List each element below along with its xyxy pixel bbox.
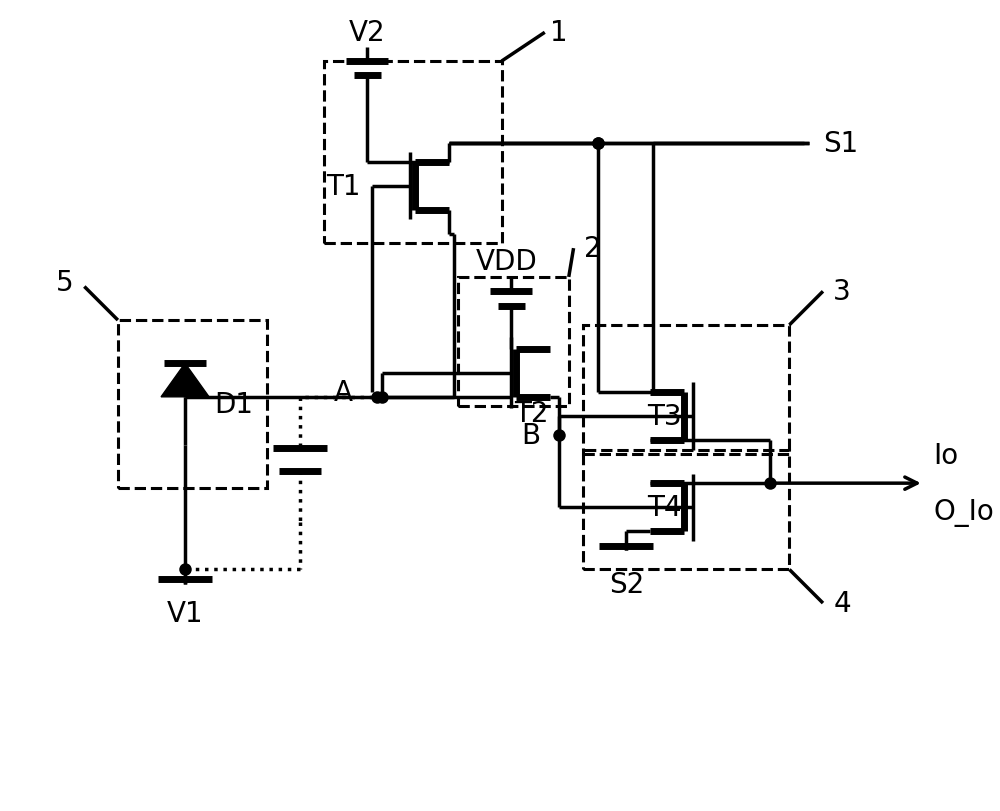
Text: T1: T1 <box>326 173 361 200</box>
Text: T3: T3 <box>647 402 682 431</box>
Text: D1: D1 <box>214 391 253 418</box>
Text: VDD: VDD <box>476 247 537 275</box>
Bar <box>458 277 569 407</box>
Bar <box>583 450 789 570</box>
Text: 1: 1 <box>550 19 568 47</box>
Text: S1: S1 <box>823 130 858 157</box>
Polygon shape <box>161 364 209 397</box>
Bar <box>324 62 502 244</box>
Text: 3: 3 <box>833 278 851 306</box>
Text: S2: S2 <box>609 570 644 599</box>
Text: V2: V2 <box>349 19 386 47</box>
Text: T2: T2 <box>514 400 549 427</box>
Text: 5: 5 <box>56 268 74 296</box>
Text: T4: T4 <box>647 494 682 521</box>
Text: 2: 2 <box>584 235 602 263</box>
Text: Io: Io <box>933 441 958 470</box>
Text: A: A <box>334 379 353 406</box>
Text: V1: V1 <box>167 599 203 627</box>
Bar <box>118 320 267 488</box>
Text: O_Io: O_Io <box>933 498 994 526</box>
Bar <box>583 325 789 455</box>
Text: B: B <box>521 422 540 449</box>
Text: 4: 4 <box>833 590 851 617</box>
